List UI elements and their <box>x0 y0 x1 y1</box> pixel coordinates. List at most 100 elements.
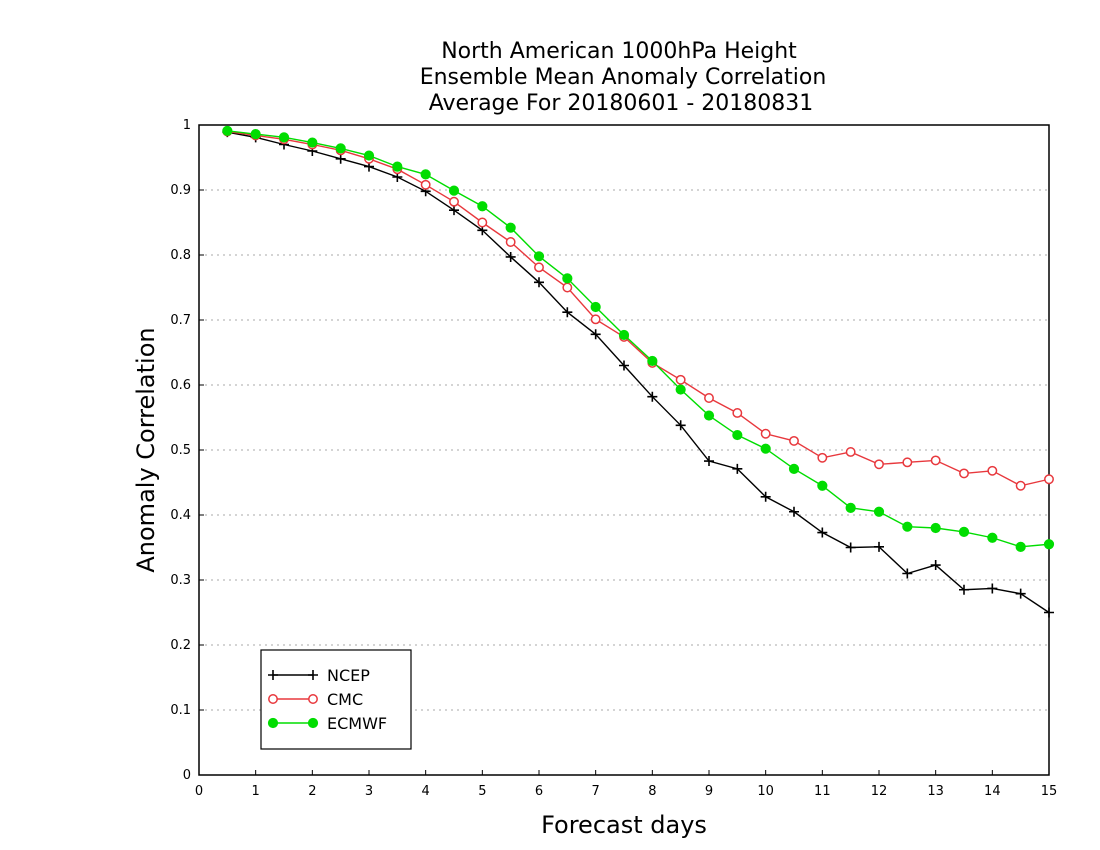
data-point-ncep <box>874 541 884 552</box>
data-point-ecmwf <box>760 443 771 454</box>
x-axis-label: Forecast days <box>541 811 707 839</box>
data-point-ecmwf <box>1043 539 1055 550</box>
data-point-ecmwf <box>1015 541 1026 552</box>
data-point-cmc <box>987 465 998 476</box>
chart-title-line-2: Ensemble Mean Anomaly Correlation <box>420 65 827 90</box>
data-point-ecmwf <box>590 301 601 313</box>
data-point-ncep <box>1044 607 1054 618</box>
y-tick-label: 0.1 <box>170 703 191 718</box>
series-ncep <box>222 127 1054 618</box>
data-point-ecmwf <box>222 125 233 136</box>
data-point-ncep <box>704 456 714 467</box>
data-point-cmc <box>1015 480 1026 491</box>
data-point-ncep <box>590 329 601 340</box>
x-tick-label: 8 <box>648 784 656 799</box>
data-point-ecmwf <box>647 355 658 367</box>
x-tick-label: 15 <box>1041 784 1058 799</box>
legend-label-ecmwf: ECMWF <box>327 714 387 733</box>
x-tick-label: 1 <box>252 784 260 799</box>
data-point-ncep <box>619 360 629 371</box>
series-ecmwf <box>222 125 1055 552</box>
data-point-ncep <box>930 560 941 571</box>
data-point-ecmwf <box>392 161 403 172</box>
data-point-cmc <box>477 217 488 228</box>
data-point-cmc <box>1044 474 1054 485</box>
y-tick-label: 0.4 <box>170 508 191 523</box>
data-point-ecmwf <box>958 526 970 538</box>
series-line-ecmwf <box>227 130 1050 548</box>
data-point-ncep <box>732 463 743 474</box>
y-tick-label: 0.9 <box>170 183 191 198</box>
data-point-ncep <box>647 391 658 402</box>
data-point-cmc <box>590 314 601 325</box>
data-point-ecmwf <box>335 143 346 154</box>
y-tick-label: 0.8 <box>170 248 191 263</box>
series-lines <box>222 125 1055 618</box>
legend-marker-ncep <box>268 670 278 680</box>
data-point-ncep <box>817 527 828 538</box>
data-point-cmc <box>675 374 686 385</box>
y-axis-label: Anomaly Correlation <box>132 327 160 572</box>
y-tick-label: 1 <box>183 118 191 133</box>
data-point-ecmwf <box>477 201 488 212</box>
data-point-cmc <box>449 196 459 207</box>
data-point-cmc <box>534 262 544 273</box>
y-tick-label: 0 <box>183 768 191 783</box>
x-tick-label: 14 <box>984 784 1001 799</box>
legend-marker-ecmwf <box>267 717 279 729</box>
x-tick-label: 10 <box>757 784 774 799</box>
data-point-ecmwf <box>533 251 545 262</box>
x-tick-label: 3 <box>365 784 373 799</box>
x-tick-label: 5 <box>478 784 486 799</box>
data-point-ecmwf <box>307 137 318 148</box>
data-point-ecmwf <box>845 502 856 513</box>
data-point-cmc <box>760 428 771 439</box>
x-tick-label: 12 <box>871 784 888 799</box>
x-tick-label: 11 <box>814 784 831 799</box>
data-point-ncep <box>987 583 998 594</box>
x-tick-label: 4 <box>422 784 430 799</box>
data-point-ecmwf <box>817 480 828 491</box>
data-point-cmc <box>505 237 516 247</box>
series-line-ncep <box>227 131 1050 614</box>
data-point-cmc <box>845 447 856 457</box>
data-point-ecmwf <box>788 463 800 474</box>
data-point-cmc <box>732 408 743 418</box>
data-point-ncep <box>505 251 516 262</box>
data-point-cmc <box>420 179 431 190</box>
data-point-ncep <box>449 205 459 216</box>
y-tick-label: 0.7 <box>170 313 191 328</box>
data-point-cmc <box>959 468 969 479</box>
legend-marker-cmc <box>268 694 278 704</box>
data-point-ecmwf <box>732 429 743 441</box>
data-point-ecmwf <box>703 410 715 421</box>
x-tick-label: 9 <box>705 784 713 799</box>
data-point-ecmwf <box>448 185 460 196</box>
data-point-cmc <box>562 282 573 293</box>
data-point-ncep <box>562 307 573 318</box>
x-tick-label: 7 <box>592 784 600 799</box>
legend-marker-ecmwf <box>307 717 319 729</box>
data-point-ncep <box>959 584 969 595</box>
legend: NCEP CMC ECMWF <box>260 649 412 750</box>
series-line-cmc <box>227 130 1050 487</box>
data-point-ecmwf <box>562 273 573 284</box>
axis-ticks: 0 1 2 3 4 5 6 7 8 9 10 11 12 13 14 1500.10.20.30.40.50.… <box>170 118 1057 799</box>
data-point-ecmwf <box>902 521 913 532</box>
data-point-ecmwf <box>873 506 885 517</box>
chart-title: North American 1000hPa Height Ensemble M… <box>420 39 827 116</box>
data-point-ncep <box>789 506 799 517</box>
data-point-ncep <box>902 568 913 579</box>
data-point-cmc <box>789 435 799 446</box>
data-point-ecmwf <box>930 522 941 534</box>
data-point-ncep <box>335 153 346 164</box>
data-point-ecmwf <box>250 129 261 140</box>
data-point-ncep <box>1015 588 1026 599</box>
data-point-cmc <box>704 393 714 403</box>
y-tick-label: 0.3 <box>170 573 191 588</box>
y-tick-label: 0.2 <box>170 638 191 653</box>
x-tick-label: 13 <box>927 784 944 799</box>
data-point-ncep <box>760 491 771 502</box>
legend-label-cmc: CMC <box>327 690 363 709</box>
